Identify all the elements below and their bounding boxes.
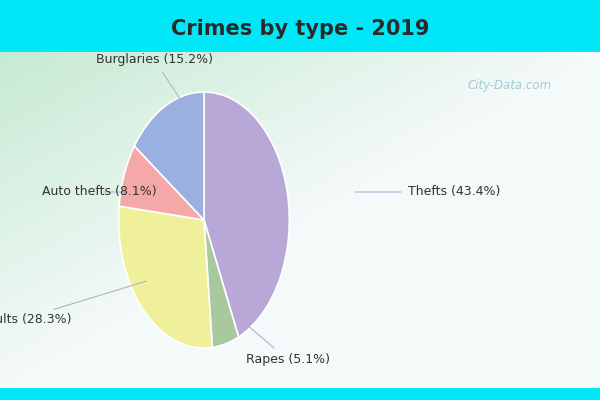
Text: Assaults (28.3%): Assaults (28.3%) — [0, 281, 146, 326]
Text: Thefts (43.4%): Thefts (43.4%) — [355, 186, 500, 198]
Text: Rapes (5.1%): Rapes (5.1%) — [246, 327, 330, 366]
Wedge shape — [119, 206, 212, 348]
Text: City-Data.com: City-Data.com — [468, 79, 552, 92]
Wedge shape — [134, 92, 204, 220]
Text: Crimes by type - 2019: Crimes by type - 2019 — [171, 18, 429, 39]
Wedge shape — [204, 220, 239, 347]
Wedge shape — [204, 92, 289, 337]
Text: Burglaries (15.2%): Burglaries (15.2%) — [96, 54, 213, 104]
Text: Auto thefts (8.1%): Auto thefts (8.1%) — [42, 186, 157, 198]
Wedge shape — [119, 146, 204, 220]
